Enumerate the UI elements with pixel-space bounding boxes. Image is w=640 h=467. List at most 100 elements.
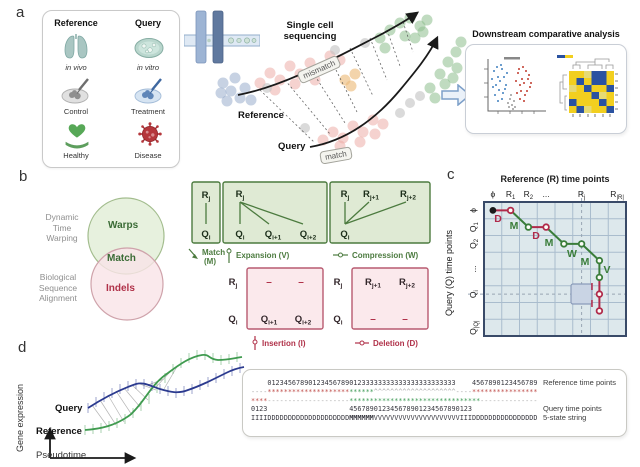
state-letter-w: W bbox=[567, 248, 577, 260]
insertion-op-label: Insertion (I) bbox=[262, 339, 306, 348]
bsa-label: Biological Sequence Alignment bbox=[38, 272, 78, 303]
query-marker-line: ****--------------------****************… bbox=[251, 396, 538, 405]
compression-op-label: Compression (W) bbox=[352, 251, 419, 260]
state-letter-m: M bbox=[510, 220, 519, 232]
svg-text:Qi+1: Qi+1 bbox=[261, 314, 278, 327]
query-curve-label: Query bbox=[55, 403, 83, 414]
trajectory-plot bbox=[215, 11, 467, 152]
row-header-q1: Q1 bbox=[468, 221, 480, 232]
svg-text:Rj: Rj bbox=[229, 277, 238, 290]
state-letter-d: D bbox=[494, 213, 502, 225]
invitro-caption: in vitro bbox=[136, 63, 160, 72]
deletion-icon bbox=[355, 340, 369, 346]
query-curve bbox=[87, 366, 245, 409]
lungs-icon bbox=[64, 34, 88, 59]
row-header-qabs: Q|Q| bbox=[468, 320, 480, 335]
svg-text:–: – bbox=[298, 277, 304, 288]
venn-match-label: Match bbox=[107, 253, 136, 264]
disease-caption: Disease bbox=[134, 151, 162, 160]
query-timepoints-line: 0123 456789012345678901234567890123 bbox=[251, 405, 472, 413]
state-letter-i: I bbox=[591, 281, 594, 293]
col-header-r1: R1 bbox=[506, 189, 516, 201]
panel-c-ytitle: Query (Q) time points bbox=[444, 229, 454, 317]
svg-text:Qi+2: Qi+2 bbox=[295, 314, 312, 327]
query-trajectory-arrow bbox=[309, 35, 439, 148]
query-cells-pink bbox=[317, 114, 389, 152]
dtw-label: Dynamic Time Warping bbox=[45, 212, 79, 243]
expansion-op-label: Expansion (V) bbox=[236, 251, 290, 260]
col-header-r2: R2 bbox=[524, 189, 534, 201]
gene-expression-axis-label: Gene expression bbox=[15, 383, 25, 452]
healthy-heart-icon bbox=[65, 124, 89, 149]
mismatch-cells-orange bbox=[339, 68, 361, 92]
query-error-bars bbox=[87, 363, 241, 413]
single-cell-sequencing-label: Single cell sequencing bbox=[283, 20, 337, 42]
reference-curve bbox=[84, 353, 243, 431]
svg-text:Qi: Qi bbox=[201, 229, 210, 242]
match-op-label: Match bbox=[202, 248, 225, 257]
svg-text:Rj: Rj bbox=[202, 190, 211, 203]
healthy-caption: Healthy bbox=[63, 151, 89, 160]
treatment-caption: Treatment bbox=[131, 107, 165, 116]
flow-arrow-icon bbox=[441, 84, 472, 106]
col-header-rj: Rj bbox=[578, 189, 585, 201]
reference-curve-label: Reference bbox=[36, 426, 82, 437]
downstream-title: Downstream comparative analysis bbox=[472, 29, 620, 39]
reference-timepoints-line: 0123456789012345678901233333333333333333… bbox=[251, 379, 538, 387]
treatment-dish-icon bbox=[134, 78, 162, 104]
svg-text:M: M bbox=[545, 237, 554, 249]
svg-text:Rj+2: Rj+2 bbox=[400, 189, 416, 202]
svg-text:Qi: Qi bbox=[333, 314, 342, 327]
reference-timepoints-label: Reference time points bbox=[543, 378, 616, 387]
svg-text:M: M bbox=[581, 256, 590, 268]
reference-error-bars bbox=[84, 350, 238, 435]
svg-text:Rj: Rj bbox=[236, 189, 245, 202]
match-connector-lines bbox=[91, 364, 179, 428]
disease-virus-icon bbox=[138, 122, 162, 146]
svg-text:Rj+1: Rj+1 bbox=[363, 189, 379, 202]
svg-text:Rj+1: Rj+1 bbox=[365, 277, 381, 290]
svg-text:I: I bbox=[591, 298, 594, 310]
row-header-qi: Qi bbox=[468, 290, 480, 298]
svg-text:–: – bbox=[402, 314, 408, 325]
svg-text:Qi: Qi bbox=[340, 229, 349, 242]
svg-text:Rj: Rj bbox=[341, 189, 350, 202]
expansion-box bbox=[222, 181, 328, 244]
panel-b-label: b bbox=[19, 168, 28, 185]
row-header-q2: Q2 bbox=[468, 238, 480, 249]
venn-indels-label: Indels bbox=[106, 283, 135, 294]
svg-text:Qi+1: Qi+1 bbox=[265, 229, 282, 242]
svg-text:...: ... bbox=[468, 265, 478, 272]
control-dish-icon bbox=[61, 78, 89, 104]
match-dotted-lines bbox=[259, 21, 414, 144]
query-trajectory-label: Query bbox=[278, 141, 306, 152]
invivo-caption: in vivo bbox=[65, 63, 87, 72]
svg-text:–: – bbox=[370, 314, 376, 325]
svg-text:...: ... bbox=[543, 189, 550, 199]
reference-trajectory-label: Reference bbox=[238, 110, 284, 121]
reference-trajectory-arrow bbox=[237, 11, 420, 96]
microfluidic-device-icon bbox=[184, 10, 260, 64]
venn-warps-label: Warps bbox=[108, 220, 139, 231]
alignment-string-box: 0123456789012345678901233333333333333333… bbox=[242, 369, 627, 437]
svg-text:Rj: Rj bbox=[334, 277, 343, 290]
alignment-operations: Rj Qi Rj Qi Qi+1 Qi+2 Rj Rj+1 Rj+2 Qi Ma… bbox=[188, 181, 431, 350]
panel-c-label: c bbox=[447, 166, 455, 183]
grey-cells bbox=[262, 38, 425, 133]
svg-text:Rj+2: Rj+2 bbox=[399, 277, 415, 290]
five-state-string-label: 5-state string bbox=[543, 413, 587, 422]
svg-text:Qi: Qi bbox=[228, 314, 237, 327]
highlighted-cell bbox=[570, 283, 593, 305]
insertion-icon bbox=[252, 336, 258, 350]
petri-dish-icon bbox=[134, 38, 164, 58]
svg-text:D: D bbox=[532, 230, 540, 242]
svg-text:Qi: Qi bbox=[235, 229, 244, 242]
insertion-box bbox=[246, 267, 324, 330]
query-column-header: Query bbox=[134, 18, 161, 28]
reference-cells-blue bbox=[215, 72, 257, 107]
svg-text:–: – bbox=[266, 277, 272, 288]
panel-d-label: d bbox=[18, 339, 27, 356]
compression-icon bbox=[333, 252, 348, 258]
row-header-phi: ϕ bbox=[468, 208, 478, 213]
